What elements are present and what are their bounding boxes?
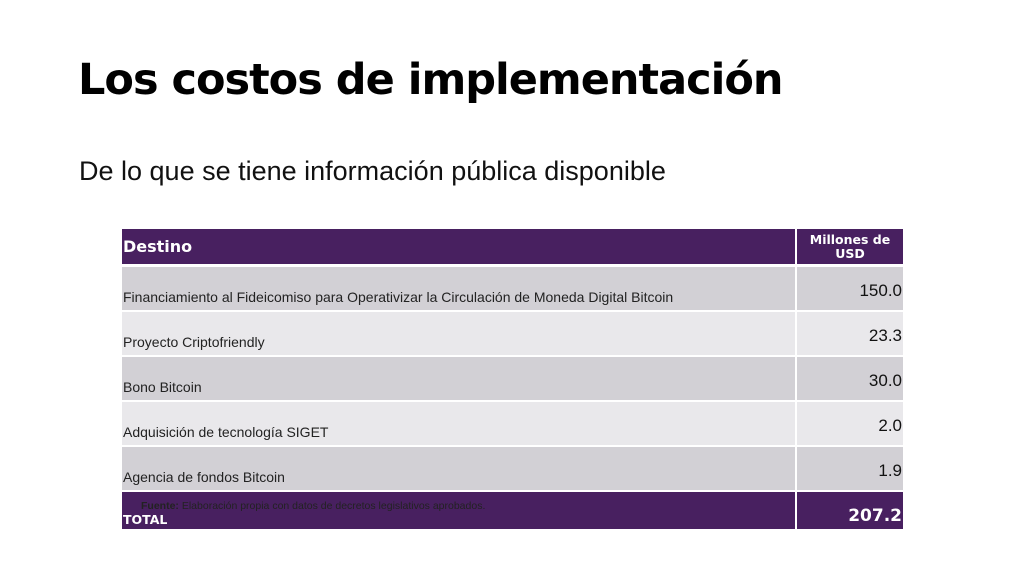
table-header-row: Destino Millones de USD	[122, 229, 903, 267]
total-row: TOTAL 207.2	[122, 491, 903, 529]
slide-subtitle: De lo que se tiene información pública d…	[79, 156, 666, 186]
source-label: Fuente:	[141, 500, 179, 512]
row-amount: 150.0	[795, 265, 903, 312]
row-destination: Agencia de fondos Bitcoin	[122, 446, 796, 492]
header-amount: Millones de USD	[795, 229, 903, 267]
row-amount: 23.3	[795, 311, 903, 357]
table-row: Financiamiento al Fideicomiso para Opera…	[122, 265, 903, 312]
total-amount: 207.2	[795, 491, 903, 529]
table-row: Proyecto Criptofriendly 23.3	[122, 311, 903, 357]
row-amount: 2.0	[795, 401, 903, 447]
source-text: Elaboración propia con datos de decretos…	[181, 500, 486, 512]
row-amount: 1.9	[795, 446, 903, 492]
row-destination: Bono Bitcoin	[122, 356, 796, 402]
total-label: TOTAL	[122, 491, 796, 529]
table-row: Adquisición de tecnología SIGET 2.0	[122, 401, 903, 447]
costs-table: Destino Millones de USD Financiamiento a…	[122, 229, 903, 529]
source-note: Fuente: Elaboración propia con datos de …	[141, 500, 485, 512]
row-destination: Financiamiento al Fideicomiso para Opera…	[122, 265, 796, 312]
header-destination: Destino	[122, 229, 796, 267]
table-row: Agencia de fondos Bitcoin 1.9	[122, 446, 903, 492]
row-amount: 30.0	[795, 356, 903, 402]
row-destination: Adquisición de tecnología SIGET	[122, 401, 796, 447]
table-row: Bono Bitcoin 30.0	[122, 356, 903, 402]
row-destination: Proyecto Criptofriendly	[122, 311, 796, 357]
slide-title: Los costos de implementación	[78, 55, 783, 105]
